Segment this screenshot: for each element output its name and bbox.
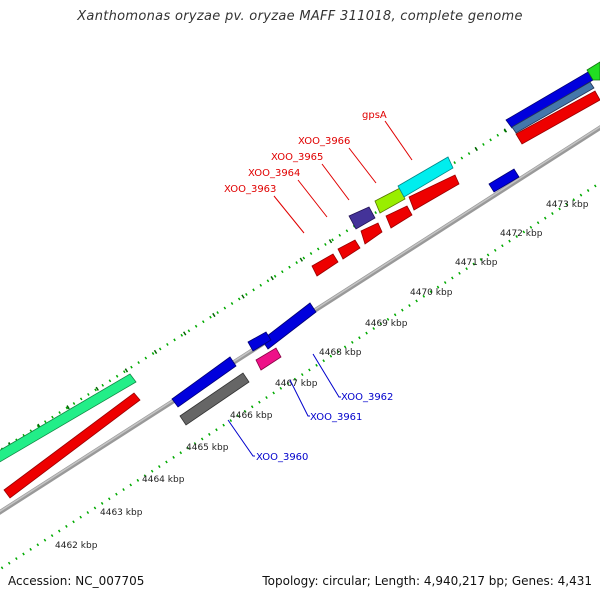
gene-red-1: [311, 253, 339, 277]
gene-gray: [179, 372, 250, 426]
gene-blue-2: [261, 302, 317, 350]
gene-red-long: [3, 392, 141, 499]
gene-label-XOO_3966: XOO_3966: [298, 136, 350, 147]
gene-label-gpsA: gpsA: [362, 110, 387, 121]
bottom-label-text: XOO_3962 XOO_3961 XOO_3960: [256, 392, 393, 463]
axis-labels: 4462 kbp 4463 kbp 4464 kbp 4465 kbp 4466…: [55, 200, 589, 551]
leader-line-XOO_3960: [227, 419, 255, 457]
map-title: Xanthomonas oryzae pv. oryzae MAFF 31101…: [77, 9, 523, 24]
axis-label: 4464 kbp: [142, 475, 185, 485]
leader-line-XOO_3961: [289, 379, 310, 417]
leader-line-XOO_3965: [321, 163, 350, 201]
gene-lime: [374, 187, 406, 214]
gene-label-XOO_3960: XOO_3960: [256, 452, 308, 463]
gene-label-XOO_3963: XOO_3963: [224, 184, 276, 195]
bottom-gene-labels: [227, 353, 341, 457]
gene-label-XOO_3962: XOO_3962: [341, 392, 393, 403]
axis-label: 4471 kbp: [455, 258, 498, 268]
top-gene-labels: [273, 120, 413, 234]
gene-cyan: [397, 156, 454, 198]
gene-green-long: [0, 373, 137, 463]
axis-label: 4467 kbp: [275, 379, 318, 389]
gene-label-XOO_3965: XOO_3965: [271, 152, 323, 163]
axis-label: 4472 kbp: [500, 229, 543, 239]
leader-line-XOO_3962: [312, 353, 341, 398]
gene-red-2: [337, 239, 361, 260]
leader-line-XOO_3963: [273, 195, 305, 234]
axis-label: 4468 kbp: [319, 348, 362, 358]
axis-label: 4466 kbp: [230, 411, 273, 421]
top-label-text: gpsA XOO_3966 XOO_3965 XOO_3964 XOO_3963: [224, 110, 387, 195]
leader-line-gpsA: [384, 120, 413, 161]
axis-label: 4465 kbp: [186, 443, 229, 453]
genome-summary-text: Topology: circular; Length: 4,940,217 bp…: [262, 574, 592, 588]
gene-steel-top: [511, 81, 595, 134]
axis-label: 4473 kbp: [546, 200, 589, 210]
leader-line-XOO_3966: [348, 147, 377, 184]
axis-label: 4463 kbp: [100, 508, 143, 518]
gene-blue-3: [247, 331, 272, 352]
gene-red-5: [408, 174, 460, 211]
axis-label: 4462 kbp: [55, 541, 98, 551]
gene-label-XOO_3964: XOO_3964: [248, 168, 300, 179]
gene-red-6: [515, 90, 600, 145]
gene-blue-1: [171, 356, 237, 408]
gene-blue-top-2: [488, 168, 520, 193]
axis-label: 4469 kbp: [365, 319, 408, 329]
gene-red-4: [385, 205, 413, 229]
gene-label-XOO_3961: XOO_3961: [310, 412, 362, 423]
gene-green-top: [586, 61, 600, 81]
gene-purple: [348, 206, 376, 230]
accession-text: Accession: NC_007705: [8, 574, 145, 588]
axis-label: 4470 kbp: [410, 288, 453, 298]
gene-red-3: [360, 222, 383, 245]
leader-line-XOO_3964: [297, 179, 328, 218]
gene-magenta: [255, 347, 282, 371]
